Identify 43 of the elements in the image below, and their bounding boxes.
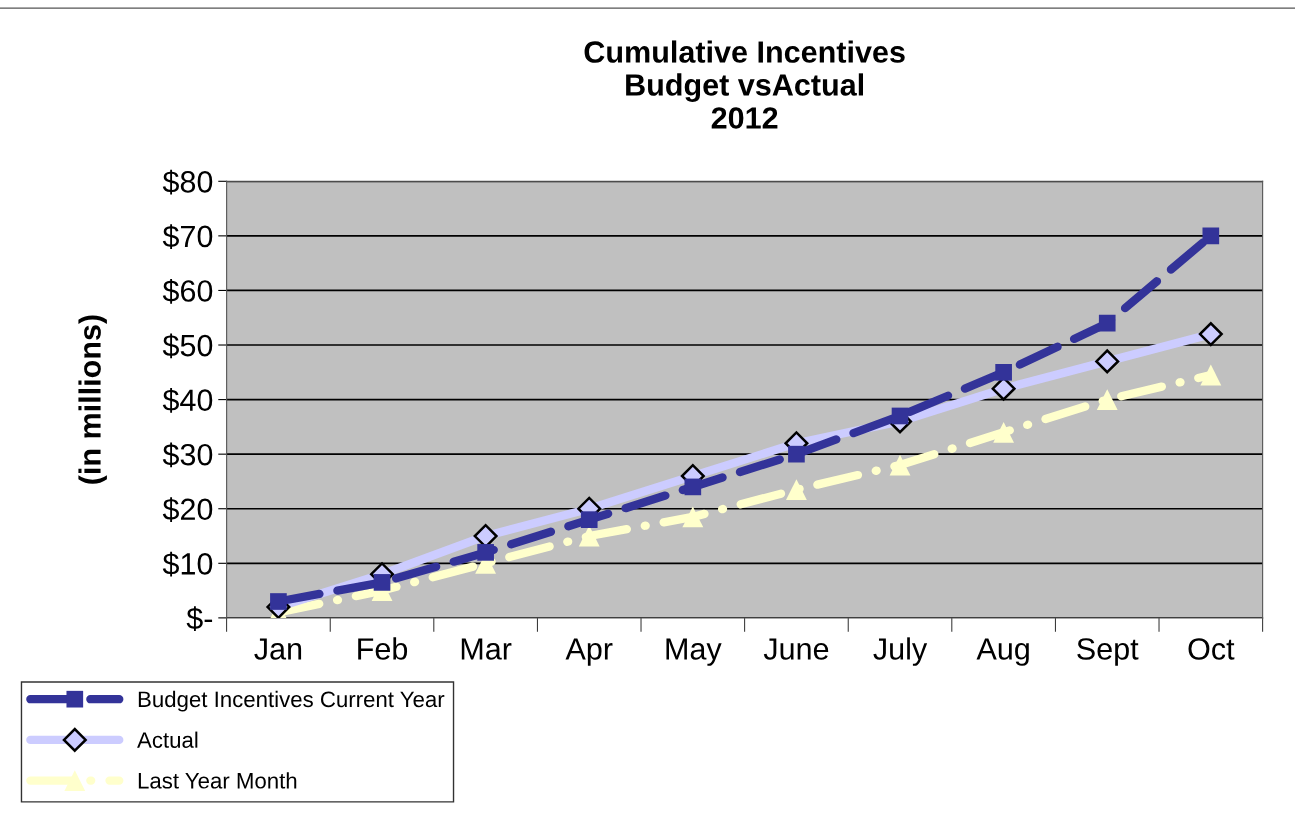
point — [995, 363, 1012, 381]
y-tick-label: $70 — [162, 224, 213, 250]
y-tick-label: $80 — [162, 169, 213, 195]
point — [373, 574, 391, 591]
x-tick-label: July — [873, 637, 928, 666]
point — [682, 506, 704, 528]
point — [889, 454, 911, 476]
point — [580, 511, 598, 528]
y-axis-title: (in millions) — [78, 315, 107, 484]
point — [1098, 314, 1116, 332]
point — [1095, 349, 1120, 374]
x-tick-label: Feb — [358, 637, 408, 660]
point — [786, 479, 807, 501]
y-tick-label: $20 — [162, 497, 213, 522]
x-tick-label: Aug — [976, 638, 1029, 666]
point — [1202, 227, 1220, 245]
point — [1200, 364, 1222, 386]
x-tick-label: Mar — [461, 638, 512, 660]
point — [1198, 322, 1223, 347]
point — [684, 478, 702, 496]
point — [578, 525, 600, 547]
legend-label: Actual — [137, 731, 198, 748]
point — [477, 544, 494, 561]
legend-label: Last Year Month — [138, 772, 297, 789]
y-tick-label: $40 — [162, 388, 213, 413]
point — [891, 407, 909, 425]
x-tick-label: Apr — [565, 638, 613, 666]
legend-label: Budget Incentives Current Year — [138, 690, 445, 712]
y-tick-label: $10 — [162, 551, 213, 577]
x-tick-label: Jan — [254, 638, 302, 660]
y-tick-label: $50 — [162, 333, 213, 359]
y-tick-label: $60 — [162, 278, 213, 304]
y-tick-label: $30 — [162, 442, 213, 468]
point — [788, 445, 805, 463]
chart-title: Cumulative Incentives Budget vsActual 2012 — [584, 40, 905, 129]
point — [993, 421, 1015, 443]
point — [1096, 389, 1118, 411]
x-tick-label: Oct — [1188, 638, 1235, 660]
x-tick-label: May — [666, 638, 722, 666]
y-tick-label: $- — [186, 606, 213, 632]
x-tick-label: Sept — [1077, 638, 1139, 666]
x-tick-label: June — [763, 638, 829, 660]
point — [270, 593, 287, 610]
